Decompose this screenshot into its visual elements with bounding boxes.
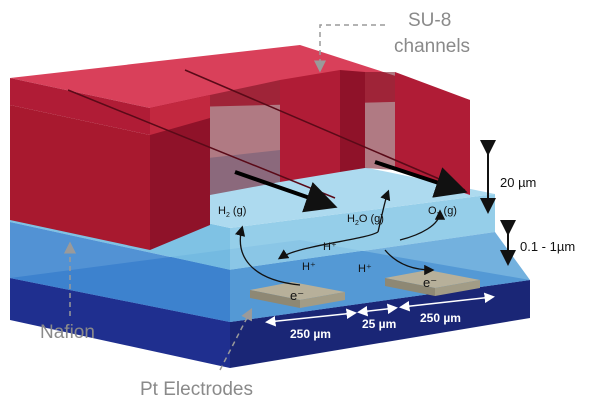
dim-width-left-line [265,308,357,327]
proton-label-a: H⁺ [323,241,337,253]
su8-front-slab [10,78,150,135]
width-dimensions: 250 µm 25 µm 250 µm [265,292,495,341]
su8-channel-back-left [210,80,280,195]
dim-width-gap-label: 25 µm [362,317,396,331]
su8-channel-back-right [365,72,395,170]
pt-label: Pt Electrodes [140,379,253,400]
su8-left-wall-side [150,95,210,250]
reaction-curve-o2 [399,209,446,241]
electrode-left-side [300,292,345,308]
electrode-right-side [435,280,480,296]
proton-label-b: H⁺ [302,261,316,273]
dim-width-right-line [399,292,495,312]
su8-left-wall [10,105,150,250]
electrode-right [385,270,480,288]
electrode-left-front [250,290,300,308]
groove-line-left [67,89,336,199]
pt-electrodes: e⁻ e⁻ [250,270,480,308]
su8-middle-rib-front [280,70,340,182]
su8-label-line1: SU-8 [408,10,451,31]
groove-line-right [184,69,466,191]
dim-width-gap-line [357,303,398,317]
gas-flow-arrow-right [374,160,468,198]
dim-height-nafion-label: 0.1 - 1µm [520,239,575,254]
proton-label-c: H⁺ [358,263,372,275]
gas-flow-arrow-left [234,170,338,213]
reaction-curve-left [235,225,301,286]
height-dimensions: 20 µm 0.1 - 1µm [480,140,575,266]
pt-callout-leader [219,308,253,371]
h2-label: H2 (g) [218,205,246,219]
electrode-right-front [385,278,435,296]
electron-right-label: e⁻ [423,275,437,290]
reaction-curve-h2o [377,189,391,233]
callout-su8: SU-8 channels [314,10,470,73]
reaction-curve-right [384,249,435,276]
su8-label-line2: channels [394,36,470,57]
electron-left-label: e⁻ [290,288,304,303]
reaction-curve-mid [277,231,379,260]
nafion-label: Nafion [40,322,95,343]
substrate-front [10,278,230,368]
dim-width-left-label: 250 µm [290,327,331,341]
dim-height-channel-label: 20 µm [500,175,536,190]
callout-nafion: Nafion [40,241,95,343]
su8-right-wall-front [395,72,470,195]
su8-middle-rib-side [340,70,365,172]
su8-callout-leader [314,24,385,73]
o2-label: O2 (g) [428,205,457,219]
su8-channels [10,45,470,250]
callout-pt: Pt Electrodes [140,308,253,400]
su8-left-wall-cap [150,95,210,135]
dim-width-right-label: 250 µm [420,311,461,325]
h2o-label: H2O (g) [347,213,384,227]
electrode-left [250,282,345,300]
